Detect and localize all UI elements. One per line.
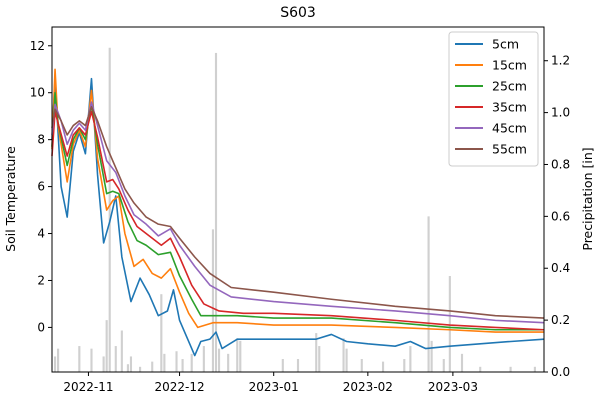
- y2-tick-label: 0.6: [551, 209, 570, 223]
- precip-bar-39: [460, 353, 464, 372]
- y-tick-label: 6: [37, 180, 45, 194]
- legend-label-15cm: 15cm: [492, 58, 527, 73]
- y-axis-left: 0 2 4 6 8 10 12: [30, 39, 52, 334]
- y2-tick-label: 0.4: [551, 261, 570, 275]
- precip-bar-0: [53, 356, 57, 372]
- legend: 5cm 15cm 25cm 35cm 45cm 55cm: [448, 31, 539, 167]
- series-line-45cm: [51, 101, 545, 324]
- y-axis-label: Soil Temperature: [3, 146, 18, 252]
- precip-bar-37: [442, 359, 445, 372]
- legend-label-55cm: 55cm: [492, 142, 527, 157]
- series-line-25cm: [51, 91, 544, 331]
- precip-bar-23: [236, 338, 239, 372]
- precip-bar-16: [181, 359, 184, 372]
- series-lines: [51, 68, 545, 357]
- precip-bar-2: [78, 346, 81, 372]
- x-tick-label: 2023-01: [249, 380, 299, 394]
- y-tick-label: 2: [37, 273, 45, 287]
- precip-bar-33: [403, 359, 406, 372]
- series-line-15cm: [51, 68, 544, 333]
- precip-bar-13: [160, 294, 163, 372]
- y-tick-label: 8: [37, 133, 45, 147]
- precip-bar-38: [448, 276, 451, 372]
- precip-bar-29: [342, 338, 345, 372]
- precip-bar-35: [427, 216, 430, 372]
- y2-tick-label: 1.0: [551, 106, 570, 120]
- y2-tick-label: 0.0: [551, 365, 570, 379]
- precip-bar-34: [409, 346, 412, 372]
- precip-bar-19: [211, 229, 215, 372]
- precip-bar-32: [381, 361, 385, 372]
- legend-label-35cm: 35cm: [492, 100, 527, 115]
- precip-bar-8: [120, 330, 123, 372]
- precip-bar-14: [163, 353, 166, 372]
- series-line-35cm: [51, 110, 545, 331]
- precip-bar-31: [360, 359, 363, 372]
- precip-bar-1: [57, 348, 60, 372]
- x-tick-label: 2023-03: [428, 380, 478, 394]
- legend-label-25cm: 25cm: [492, 79, 527, 94]
- precip-bar-27: [315, 333, 318, 372]
- y2-tick-label: 1.2: [551, 54, 570, 68]
- precip-bar-17: [190, 353, 193, 372]
- precip-bar-7: [114, 346, 117, 372]
- precip-bar-30: [345, 348, 348, 372]
- precip-bar-21: [217, 348, 221, 372]
- legend-label-45cm: 45cm: [492, 121, 527, 136]
- x-tick-label: 2022-11: [63, 380, 113, 394]
- precip-bar-10: [129, 356, 133, 372]
- precip-bar-11: [139, 366, 142, 372]
- precip-bar-26: [296, 359, 300, 372]
- precip-bar-20: [214, 52, 218, 372]
- precip-bar-4: [102, 356, 105, 372]
- precip-bar-15: [175, 351, 178, 372]
- series-line-55cm: [51, 106, 545, 319]
- precip-bar-22: [227, 353, 230, 372]
- precip-bar-24: [239, 340, 242, 372]
- precip-bar-42: [533, 366, 536, 372]
- precip-bar-6: [108, 47, 111, 372]
- precip-bar-40: [479, 366, 482, 372]
- precip-bar-41: [509, 366, 512, 372]
- y-tick-label: 0: [37, 320, 45, 334]
- precip-bar-36: [430, 340, 433, 372]
- x-tick-label: 2022-12: [154, 380, 204, 394]
- x-tick-label: 2023-02: [343, 380, 393, 394]
- precip-bar-25: [281, 359, 284, 372]
- legend-label-5cm: 5cm: [492, 37, 519, 52]
- precipitation-bars: [53, 47, 536, 372]
- y-tick-label: 4: [37, 227, 45, 241]
- y2-tick-label: 0.8: [551, 157, 570, 171]
- precip-bar-18: [202, 346, 205, 372]
- plot-frame: [51, 26, 545, 373]
- chart-title: S603: [280, 5, 316, 21]
- y2-axis-label: Precipitation [in]: [580, 147, 595, 250]
- y-tick-label: 12: [30, 39, 45, 53]
- precip-bar-28: [318, 346, 321, 372]
- series-line-5cm: [51, 77, 545, 357]
- precip-bar-3: [90, 348, 93, 372]
- y-axis-right: 0.0 0.2 0.4 0.6 0.8 1.0 1.2: [544, 54, 570, 379]
- y2-tick-label: 0.2: [551, 313, 570, 327]
- precip-bar-12: [151, 361, 154, 372]
- x-axis: 2022-11 2022-12 2023-01 2023-02 2023-03: [63, 372, 478, 394]
- y-tick-label: 10: [30, 86, 45, 100]
- precip-bar-5: [105, 320, 108, 372]
- precip-bar-9: [126, 364, 129, 372]
